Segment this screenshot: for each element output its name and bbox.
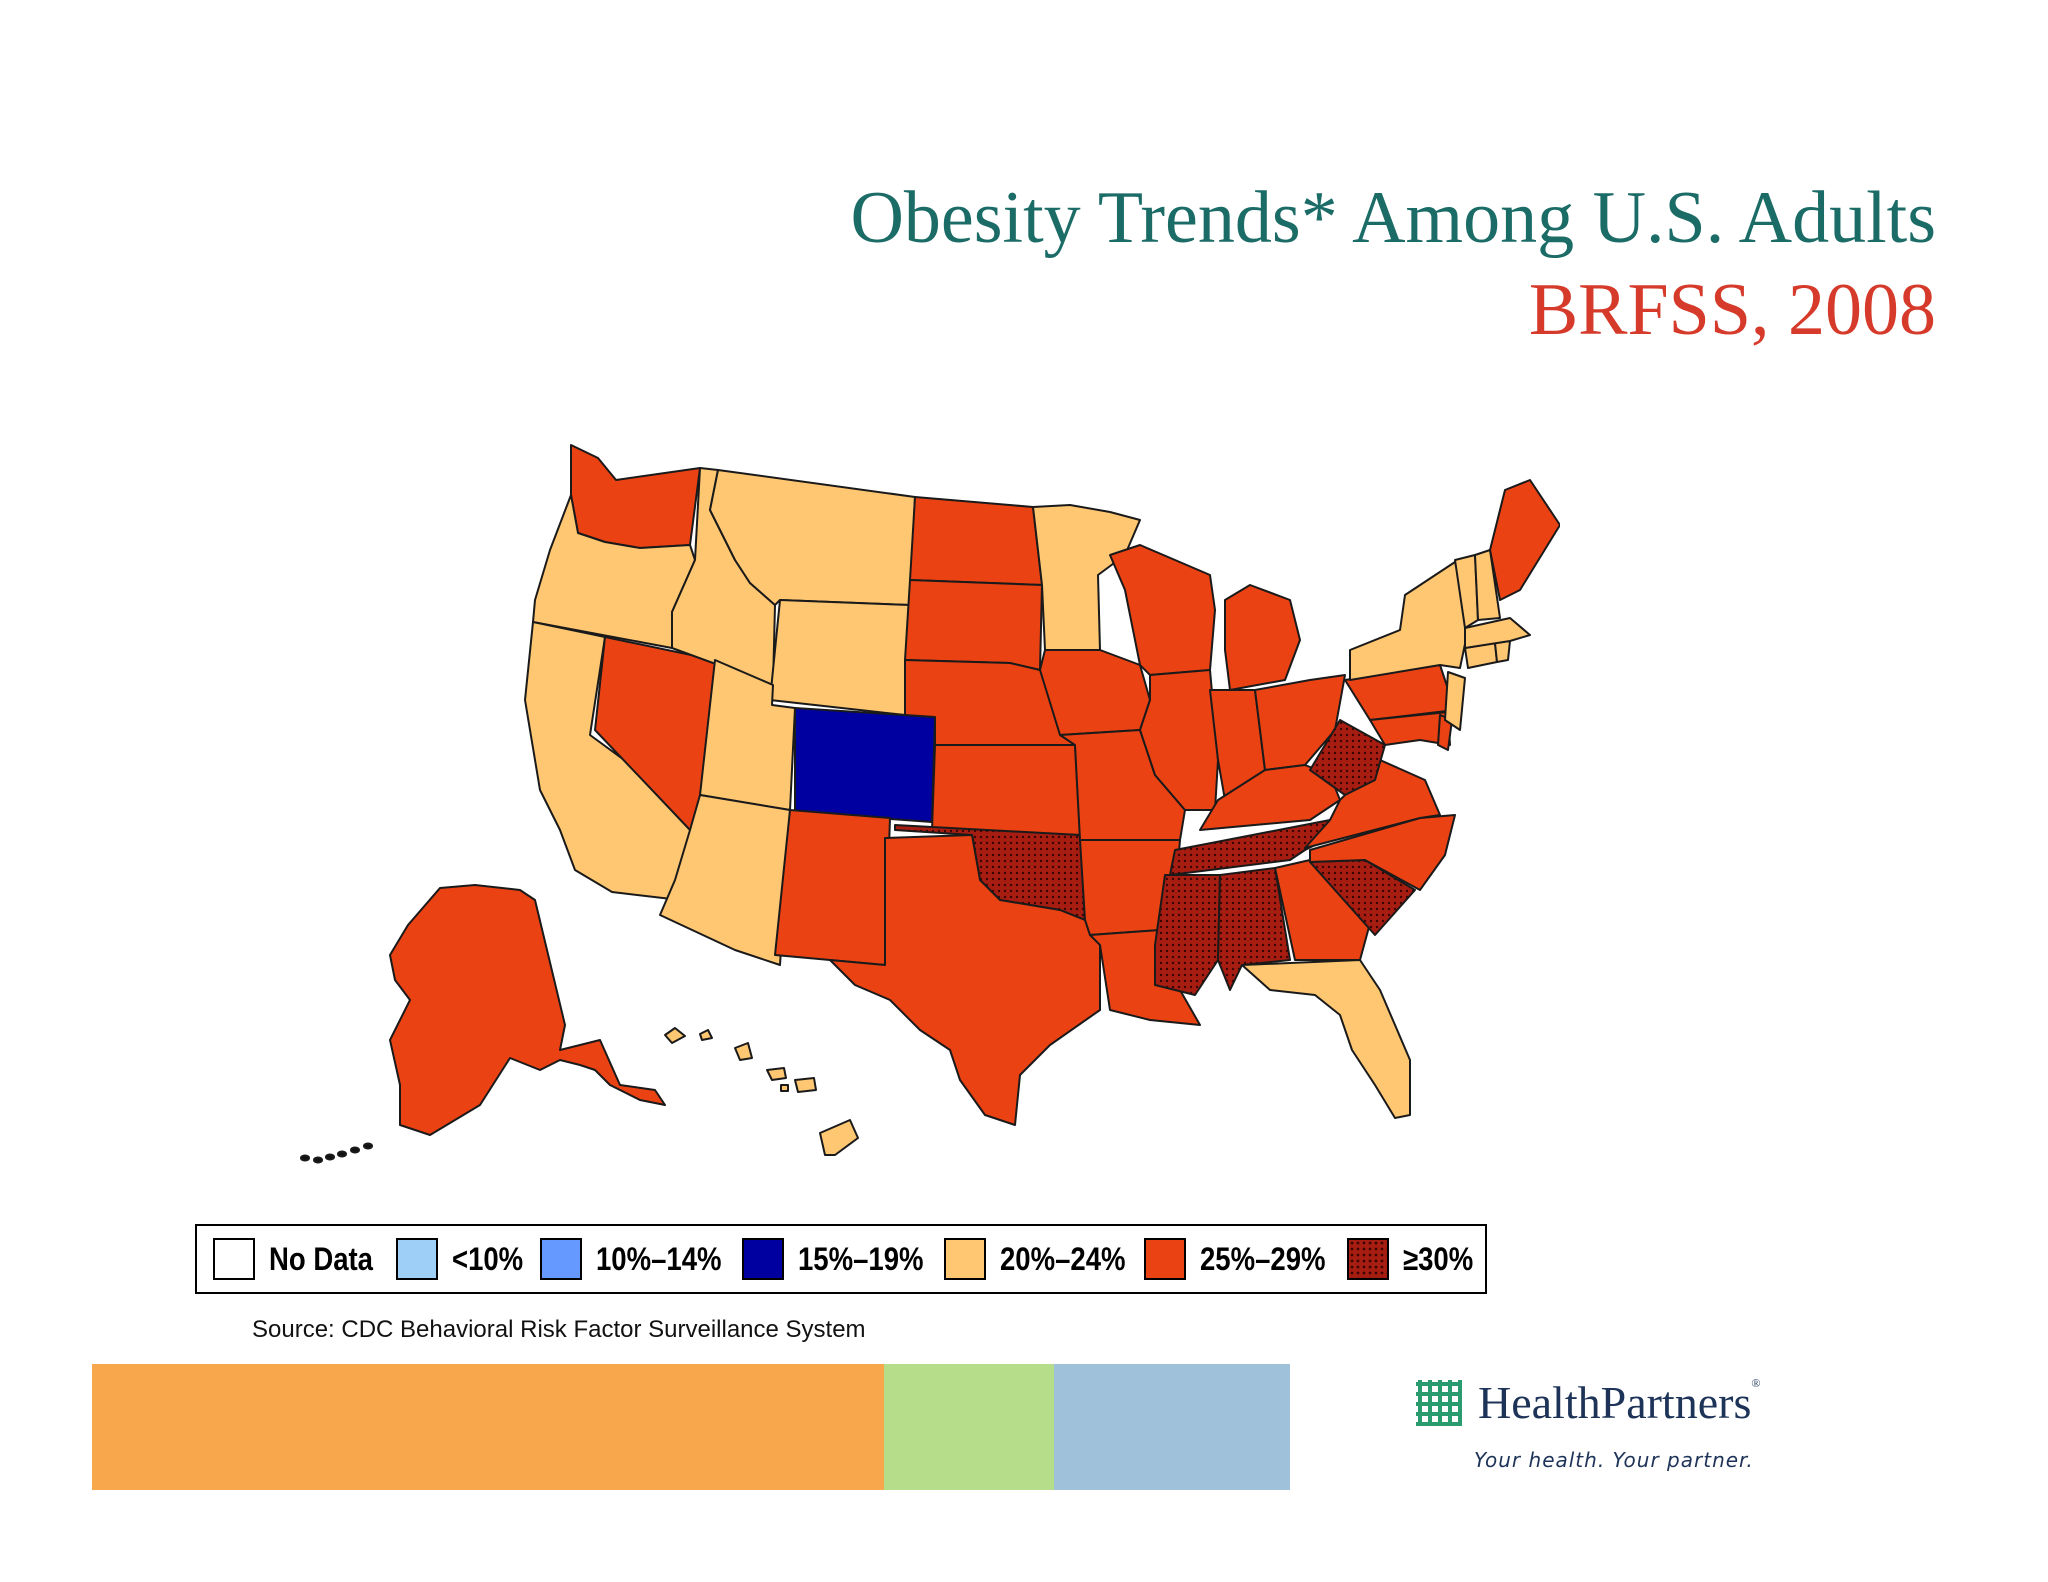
- state-ak-island: [313, 1156, 323, 1164]
- state-az: [659, 794, 791, 966]
- state-hi-island: [780, 1084, 789, 1092]
- legend-item: 20%–24%: [943, 1238, 1144, 1280]
- legend-item: No Data: [213, 1238, 396, 1280]
- legend-label: <10%: [451, 1240, 523, 1277]
- legend-label: 10%–14%: [595, 1240, 722, 1277]
- state-hi-island: [664, 1027, 686, 1044]
- healthpartners-logo-icon: [1416, 1380, 1462, 1426]
- state-ak-island: [325, 1153, 335, 1161]
- legend: No Data <10% 10%–14% 15%–19% 20%–24% 25%–29% ≥…: [195, 1224, 1487, 1294]
- state-wa: [570, 444, 701, 549]
- legend-swatch: [741, 1238, 784, 1280]
- state-mn: [1032, 504, 1141, 651]
- state-ga: [1274, 859, 1376, 961]
- legend-item: ≥30%: [1347, 1238, 1485, 1280]
- footer-bar-blue: [1054, 1364, 1290, 1490]
- state-ia: [1039, 649, 1151, 736]
- state-nm: [774, 809, 891, 966]
- legend-swatch: [539, 1238, 582, 1280]
- state-me: [1489, 479, 1560, 601]
- state-nh: [1474, 549, 1501, 621]
- state-ca: [524, 621, 721, 901]
- state-wi: [1109, 544, 1216, 676]
- state-ak-island: [337, 1150, 347, 1158]
- state-nj: [1444, 671, 1466, 731]
- state-ak-island: [363, 1142, 373, 1150]
- state-wv: [1309, 719, 1386, 796]
- state-wy: [769, 599, 911, 716]
- state-ms: [1154, 874, 1221, 996]
- source-note: Source: CDC Behavioral Risk Factor Surve…: [252, 1316, 866, 1343]
- state-hi-island: [794, 1077, 817, 1093]
- legend-label: 15%–19%: [797, 1240, 924, 1277]
- page-title: Obesity Trends* Among U.S. Adults: [850, 177, 1936, 259]
- legend-item: 15%–19%: [741, 1238, 944, 1280]
- logo-registered-mark: ®: [1751, 1376, 1761, 1390]
- state-hi-island: [766, 1067, 787, 1081]
- healthpartners-logo: HealthPartners® Your health. Your partne…: [1412, 1372, 1812, 1482]
- legend-label: 20%–24%: [999, 1240, 1126, 1277]
- footer-bar-green: [884, 1364, 1054, 1490]
- state-ny: [1349, 561, 1471, 681]
- state-ak-island: [300, 1154, 310, 1162]
- state-ma: [1464, 617, 1531, 649]
- footer-bar-orange: [92, 1364, 884, 1490]
- logo-tagline: Your health. Your partner.: [1474, 1448, 1754, 1472]
- state-sd: [904, 579, 1043, 671]
- legend-label: No Data: [269, 1240, 373, 1277]
- state-ak-island: [350, 1146, 360, 1154]
- legend-swatch: [395, 1238, 438, 1280]
- state-va: [1304, 759, 1441, 849]
- title-block: Obesity Trends* Among U.S. Adults BRFSS,…: [850, 172, 1936, 356]
- legend-swatch: [213, 1238, 255, 1280]
- logo-name: HealthPartners®: [1478, 1376, 1760, 1429]
- state-mi: [1224, 584, 1301, 691]
- legend-swatch: [1143, 1238, 1186, 1280]
- legend-label: 25%–29%: [1199, 1240, 1326, 1277]
- logo-name-text: HealthPartners: [1478, 1377, 1752, 1428]
- state-hi-island: [734, 1042, 753, 1061]
- page-subtitle: BRFSS, 2008: [1528, 269, 1936, 351]
- state-ak: [389, 884, 666, 1136]
- state-ks: [931, 744, 1081, 836]
- state-tx: [829, 834, 1101, 1126]
- legend-label: ≥30%: [1403, 1240, 1474, 1277]
- legend-swatch: [1347, 1238, 1390, 1280]
- legend-item: 25%–29%: [1143, 1238, 1348, 1280]
- state-hi-island: [699, 1029, 713, 1041]
- legend-item: <10%: [395, 1238, 540, 1280]
- state-ri: [1494, 640, 1511, 663]
- state-nd: [909, 496, 1043, 586]
- us-choropleth-map: [300, 444, 1560, 1164]
- legend-item: 10%–14%: [539, 1238, 742, 1280]
- state-md: [1369, 711, 1451, 746]
- state-hi: [819, 1119, 859, 1156]
- legend-swatch: [943, 1238, 986, 1280]
- state-fl: [1241, 959, 1411, 1119]
- state-co: [794, 707, 936, 823]
